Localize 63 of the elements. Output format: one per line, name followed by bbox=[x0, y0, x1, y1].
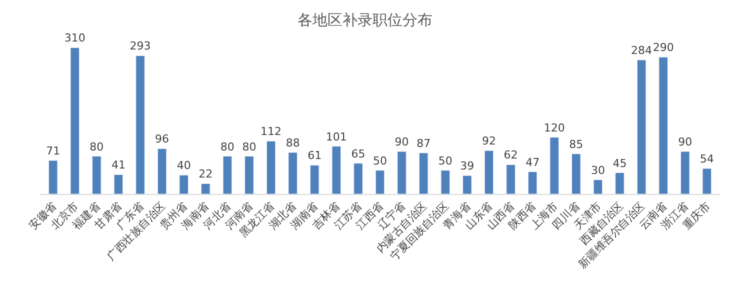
bar bbox=[702, 168, 712, 194]
bar bbox=[354, 163, 363, 194]
bar bbox=[179, 174, 188, 194]
data-label: 310 bbox=[64, 32, 86, 45]
bar bbox=[550, 137, 559, 194]
bar bbox=[157, 148, 167, 194]
bar bbox=[440, 170, 450, 194]
bar bbox=[266, 140, 276, 194]
bar bbox=[680, 151, 690, 194]
data-label: 284 bbox=[631, 44, 652, 57]
bar bbox=[397, 151, 406, 194]
data-label: 101 bbox=[326, 130, 347, 144]
bar bbox=[201, 183, 210, 194]
data-label: 80 bbox=[220, 140, 234, 154]
data-label: 54 bbox=[700, 152, 714, 166]
data-label: 50 bbox=[373, 154, 387, 168]
data-label: 80 bbox=[242, 140, 256, 154]
data-label: 92 bbox=[482, 134, 496, 148]
data-label: 22 bbox=[198, 168, 213, 181]
data-label: 293 bbox=[130, 40, 151, 53]
bar bbox=[48, 160, 58, 194]
bar bbox=[484, 150, 494, 194]
bar bbox=[375, 170, 385, 194]
data-label: 41 bbox=[111, 158, 126, 172]
bar bbox=[615, 172, 624, 194]
bar bbox=[288, 152, 298, 194]
data-label: 47 bbox=[526, 156, 540, 169]
data-label: 71 bbox=[46, 144, 60, 158]
data-label: 120 bbox=[544, 121, 565, 134]
data-label: 290 bbox=[652, 41, 674, 54]
bar bbox=[462, 175, 472, 194]
data-label: 90 bbox=[394, 136, 409, 149]
data-label: 96 bbox=[155, 132, 170, 146]
data-label: 112 bbox=[260, 125, 282, 138]
data-label: 30 bbox=[590, 164, 605, 177]
bar bbox=[572, 154, 581, 194]
data-label: 62 bbox=[504, 148, 518, 162]
bar bbox=[506, 164, 516, 194]
data-label: 80 bbox=[90, 140, 104, 154]
data-label: 40 bbox=[176, 159, 191, 172]
bar bbox=[244, 156, 254, 194]
data-label: 65 bbox=[351, 147, 366, 160]
data-label: 50 bbox=[438, 154, 452, 168]
bar bbox=[528, 172, 538, 194]
data-label: 87 bbox=[416, 136, 431, 150]
data-label: 85 bbox=[569, 138, 584, 151]
bar bbox=[636, 60, 646, 194]
bar bbox=[310, 164, 320, 194]
bar bbox=[92, 156, 102, 194]
bar bbox=[658, 56, 668, 194]
data-label: 90 bbox=[678, 136, 692, 149]
bar bbox=[332, 146, 342, 194]
bar bbox=[70, 47, 80, 194]
bar bbox=[114, 174, 124, 194]
chart-title: 各地区补录职位分布 bbox=[298, 10, 432, 29]
bar bbox=[136, 55, 145, 194]
data-label: 88 bbox=[286, 136, 300, 150]
data-label: 45 bbox=[612, 156, 627, 170]
bar bbox=[222, 156, 232, 194]
bar bbox=[593, 180, 603, 194]
bar bbox=[418, 152, 428, 194]
data-label: 39 bbox=[460, 160, 474, 173]
data-label: 61 bbox=[308, 149, 322, 162]
